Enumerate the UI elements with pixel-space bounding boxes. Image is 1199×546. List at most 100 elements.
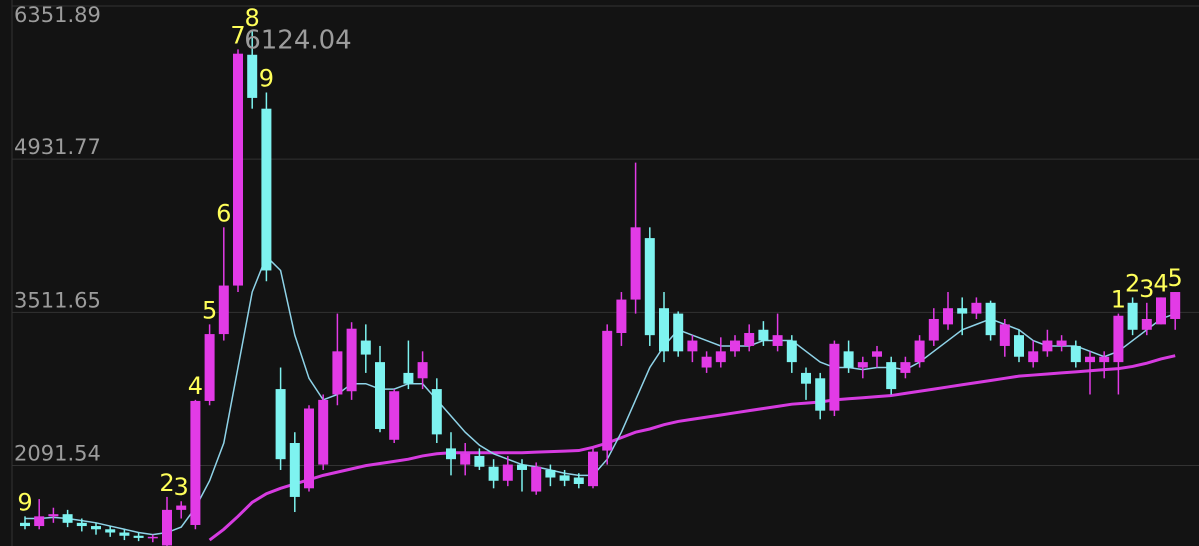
candle-body (474, 455, 485, 467)
candle-body (630, 227, 641, 300)
candle-body (20, 522, 30, 527)
candle-body (758, 329, 769, 341)
sequence-label: 4 (188, 372, 203, 400)
candle-body (786, 340, 797, 363)
candle-body (744, 333, 755, 346)
candle-body (602, 330, 613, 451)
candle-body (460, 453, 471, 465)
candle-body (190, 400, 201, 525)
candle-body (1141, 318, 1152, 330)
candle-body (815, 378, 826, 411)
candle-body (943, 308, 953, 325)
sequence-label: 3 (174, 473, 189, 501)
candle-body (644, 238, 655, 336)
candle-body (446, 448, 456, 460)
y-tick-label: 2091.54 (14, 441, 101, 465)
max-label: 6124.04 (244, 26, 352, 56)
sequence-label: 6 (216, 199, 231, 227)
candle-body (588, 451, 598, 487)
candle-body (772, 335, 783, 346)
candle-body (133, 535, 144, 538)
y-tick-label: 3511.65 (14, 288, 101, 312)
candle-body (999, 324, 1010, 346)
candle-body (730, 340, 740, 352)
candle-body (233, 53, 243, 286)
candle-body (985, 302, 996, 336)
candle-body (147, 536, 158, 539)
candle-body (1056, 340, 1067, 346)
candle-body (332, 351, 343, 395)
sequence-label: 5 (1168, 264, 1183, 292)
candle-body (1085, 356, 1095, 363)
candle-body (1070, 345, 1081, 363)
candle-body (431, 389, 442, 435)
sequence-label: 9 (17, 488, 32, 516)
candle-body (801, 372, 811, 384)
candle-body (687, 340, 698, 352)
sequence-label: 3 (1139, 275, 1154, 303)
candle-body (346, 328, 357, 392)
candle-body (701, 356, 712, 368)
candle-body (673, 313, 684, 352)
candle-body (417, 362, 428, 379)
candle-body (531, 466, 542, 492)
candle-body (872, 351, 882, 357)
candle-body (119, 532, 130, 536)
candle-body (715, 351, 726, 363)
candle-body (247, 54, 258, 98)
candle-body (1113, 315, 1124, 363)
candle-body (1099, 356, 1110, 363)
candle-body (91, 526, 101, 530)
candle-body (616, 299, 627, 334)
candle-body (829, 343, 840, 411)
candle-body (517, 464, 527, 470)
candle-body (914, 340, 925, 363)
candle-body (928, 318, 939, 341)
candle-body (957, 308, 968, 314)
candle-body (176, 505, 187, 510)
candle-body (1014, 335, 1024, 357)
candle-body (34, 516, 45, 527)
candle-body (1156, 297, 1166, 325)
candle-body (545, 469, 556, 478)
sequence-label: 5 (202, 296, 217, 324)
candle-body (900, 362, 911, 373)
candle-body (360, 340, 371, 355)
candle-body (318, 399, 329, 465)
candle-body (76, 522, 87, 527)
candle-body (1127, 302, 1138, 330)
sequence-label: 9 (259, 65, 274, 93)
candle-body (62, 514, 73, 523)
candle-body (204, 334, 215, 401)
sequence-label: 8 (245, 4, 260, 32)
candle-body (48, 514, 59, 517)
y-tick-label: 4931.77 (14, 135, 101, 159)
candle-body (389, 391, 400, 440)
candle-body (403, 372, 414, 384)
candle-body (218, 285, 229, 335)
candle-body (289, 443, 300, 497)
candle-body (261, 108, 272, 271)
candle-body (105, 529, 116, 533)
candle-body (275, 389, 286, 460)
sequence-label: 7 (230, 21, 245, 49)
candle-body (502, 464, 513, 481)
sequence-label: 1 (1111, 286, 1126, 314)
candle-body (559, 475, 570, 481)
y-tick-label: 6351.89 (14, 3, 101, 27)
candle-body (162, 509, 172, 546)
candle-body (304, 408, 314, 489)
candle-body (857, 362, 868, 368)
candle-body (971, 302, 982, 314)
candle-body (488, 466, 499, 481)
ma-long-line (208, 354, 1176, 542)
candle-body (886, 362, 897, 390)
candle-body (1028, 351, 1039, 363)
candle-body (573, 477, 584, 484)
candle-body (843, 351, 854, 368)
candle-body (1170, 292, 1181, 319)
candle-body (659, 308, 669, 352)
